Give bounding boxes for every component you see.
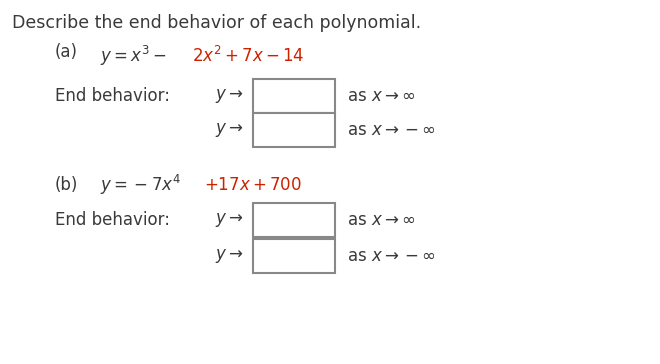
Text: as $x \rightarrow -\infty$: as $x \rightarrow -\infty$ — [347, 121, 436, 139]
Bar — [253, 113, 335, 147]
Bar — [253, 79, 335, 113]
Text: as $x \rightarrow \infty$: as $x \rightarrow \infty$ — [347, 211, 415, 229]
Text: End behavior:: End behavior: — [55, 211, 170, 229]
Text: $y \rightarrow$: $y \rightarrow$ — [215, 247, 244, 265]
Text: $+ 17x + 700$: $+ 17x + 700$ — [204, 176, 302, 194]
Text: $y = x^3 - $: $y = x^3 - $ — [100, 44, 166, 68]
Text: as $x \rightarrow \infty$: as $x \rightarrow \infty$ — [347, 87, 415, 105]
Text: $y \rightarrow$: $y \rightarrow$ — [215, 211, 244, 229]
Bar — [253, 203, 335, 237]
Text: as $x \rightarrow -\infty$: as $x \rightarrow -\infty$ — [347, 247, 436, 265]
Text: (b): (b) — [55, 176, 79, 194]
Text: $2x^2 + 7x - 14$: $2x^2 + 7x - 14$ — [192, 46, 304, 66]
Text: Describe the end behavior of each polynomial.: Describe the end behavior of each polyno… — [12, 14, 421, 32]
Text: (a): (a) — [55, 43, 78, 61]
Text: End behavior:: End behavior: — [55, 87, 170, 105]
Text: $y = -7x^4$: $y = -7x^4$ — [100, 173, 181, 197]
Text: $y \rightarrow$: $y \rightarrow$ — [215, 87, 244, 105]
Text: $y \rightarrow$: $y \rightarrow$ — [215, 121, 244, 139]
Bar — [253, 239, 335, 273]
